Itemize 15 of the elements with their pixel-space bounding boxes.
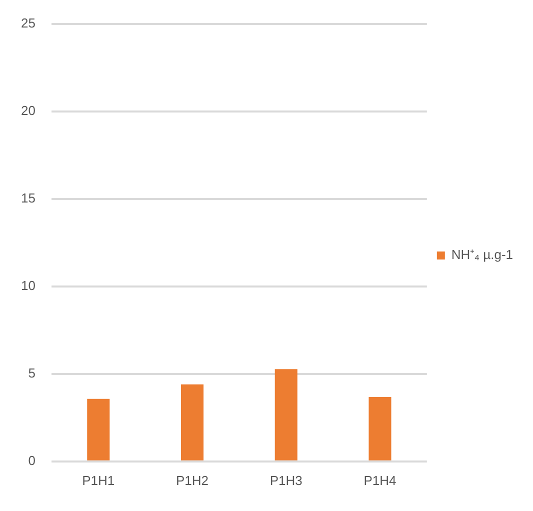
x-tick-label: P1H4 bbox=[364, 472, 396, 488]
y-tick-label: 5 bbox=[28, 365, 36, 380]
x-tick-label: P1H3 bbox=[270, 472, 302, 488]
y-tick-label: 10 bbox=[20, 278, 36, 293]
x-tick-label: P1H1 bbox=[82, 472, 115, 488]
bar bbox=[368, 396, 392, 460]
legend-label: NH⁺₄ µ.g-1 bbox=[451, 247, 514, 262]
bar bbox=[180, 384, 204, 460]
y-tick-label: 0 bbox=[28, 452, 36, 468]
bar bbox=[87, 398, 110, 460]
bar bbox=[274, 369, 298, 460]
y-tick-label: 15 bbox=[20, 190, 36, 206]
y-tick-label: 20 bbox=[20, 102, 36, 118]
x-tick-label: P1H2 bbox=[176, 472, 209, 488]
y-tick-label: 25 bbox=[20, 15, 36, 30]
